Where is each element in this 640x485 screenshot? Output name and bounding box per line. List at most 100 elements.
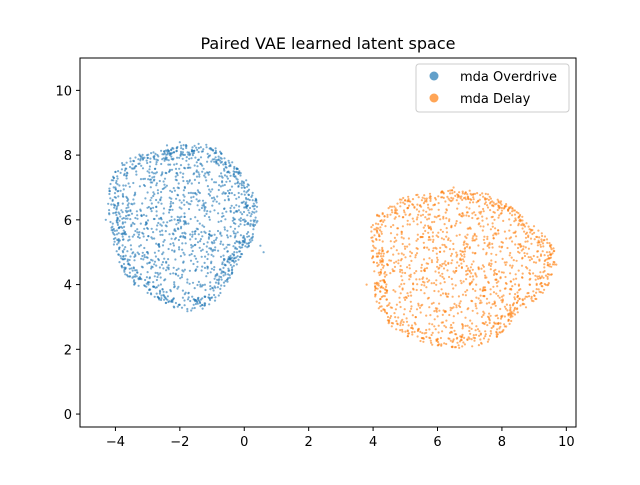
scatter-point <box>430 208 433 211</box>
scatter-point <box>165 153 168 156</box>
scatter-point <box>439 228 442 231</box>
scatter-point <box>176 287 179 290</box>
scatter-point <box>452 248 455 251</box>
scatter-point <box>181 273 184 276</box>
scatter-point <box>431 323 434 326</box>
scatter-point <box>422 226 425 229</box>
scatter-point <box>142 177 145 181</box>
scatter-point <box>150 293 153 296</box>
scatter-point <box>232 264 235 267</box>
scatter-point <box>121 163 124 167</box>
scatter-point <box>185 159 188 162</box>
scatter-point <box>131 163 134 166</box>
scatter-point <box>383 275 387 278</box>
scatter-point <box>393 312 396 315</box>
scatter-point <box>377 271 380 274</box>
scatter-point <box>179 154 182 157</box>
scatter-point <box>212 149 215 152</box>
scatter-point <box>461 327 464 330</box>
scatter-point <box>156 153 159 157</box>
scatter-point <box>154 172 157 175</box>
scatter-point <box>410 324 414 327</box>
scatter-point <box>391 268 394 271</box>
scatter-point <box>523 230 526 233</box>
scatter-point <box>467 215 470 218</box>
scatter-point <box>123 225 126 228</box>
scatter-point <box>136 235 140 238</box>
scatter-point <box>152 285 155 288</box>
scatter-point <box>443 324 446 327</box>
scatter-point <box>146 291 149 294</box>
scatter-point <box>206 152 209 155</box>
scatter-point <box>370 236 373 239</box>
scatter-point <box>444 264 447 267</box>
scatter-point <box>227 199 230 202</box>
scatter-point <box>475 235 478 238</box>
y-tick-label: 6 <box>64 214 72 229</box>
scatter-point <box>489 228 492 231</box>
scatter-point <box>150 196 153 199</box>
scatter-point <box>455 306 458 309</box>
scatter-point <box>232 211 236 214</box>
scatter-point <box>502 271 505 274</box>
scatter-point <box>224 218 227 221</box>
scatter-point <box>228 192 231 195</box>
scatter-point <box>128 267 131 270</box>
scatter-point <box>192 303 195 306</box>
scatter-point <box>555 263 558 266</box>
scatter-point <box>200 255 203 258</box>
scatter-point <box>490 332 493 335</box>
scatter-point <box>236 182 239 185</box>
scatter-point <box>489 268 492 271</box>
scatter-point <box>470 327 473 330</box>
scatter-point <box>173 250 176 253</box>
scatter-point <box>169 202 172 205</box>
scatter-point <box>194 237 197 240</box>
scatter-point <box>170 190 174 193</box>
scatter-point <box>191 146 194 149</box>
scatter-point <box>464 198 467 201</box>
scatter-point <box>149 157 152 160</box>
scatter-point <box>508 322 511 325</box>
scatter-point <box>126 217 129 220</box>
scatter-point <box>397 259 400 262</box>
scatter-point <box>214 156 217 159</box>
scatter-point <box>483 322 486 326</box>
scatter-point <box>546 258 549 261</box>
scatter-point <box>172 202 175 205</box>
scatter-point <box>473 232 476 235</box>
scatter-point <box>116 243 119 246</box>
scatter-point <box>117 189 120 193</box>
scatter-point <box>159 276 162 279</box>
scatter-point <box>124 273 127 276</box>
scatter-point <box>546 261 549 264</box>
scatter-point <box>179 164 183 167</box>
scatter-point <box>500 206 503 210</box>
scatter-point <box>454 284 457 287</box>
scatter-point <box>393 261 396 264</box>
scatter-point <box>162 157 165 160</box>
scatter-point <box>387 303 390 307</box>
scatter-point <box>441 321 445 324</box>
scatter-point <box>472 235 475 238</box>
scatter-point <box>219 255 223 258</box>
scatter-point <box>450 196 453 199</box>
scatter-point <box>419 311 422 314</box>
scatter-point <box>500 209 504 212</box>
scatter-point <box>228 276 231 279</box>
scatter-point <box>436 265 439 268</box>
scatter-point <box>233 227 237 230</box>
scatter-point <box>493 300 496 303</box>
scatter-point <box>182 148 185 151</box>
scatter-point <box>225 180 228 183</box>
scatter-point <box>552 247 555 250</box>
scatter-point <box>437 290 440 293</box>
scatter-point <box>159 198 162 201</box>
scatter-point <box>394 209 397 212</box>
scatter-point <box>461 345 464 348</box>
scatter-point <box>140 265 143 268</box>
scatter-point <box>129 209 132 212</box>
scatter-point <box>441 243 444 246</box>
scatter-point <box>536 244 540 247</box>
scatter-point <box>189 166 192 169</box>
